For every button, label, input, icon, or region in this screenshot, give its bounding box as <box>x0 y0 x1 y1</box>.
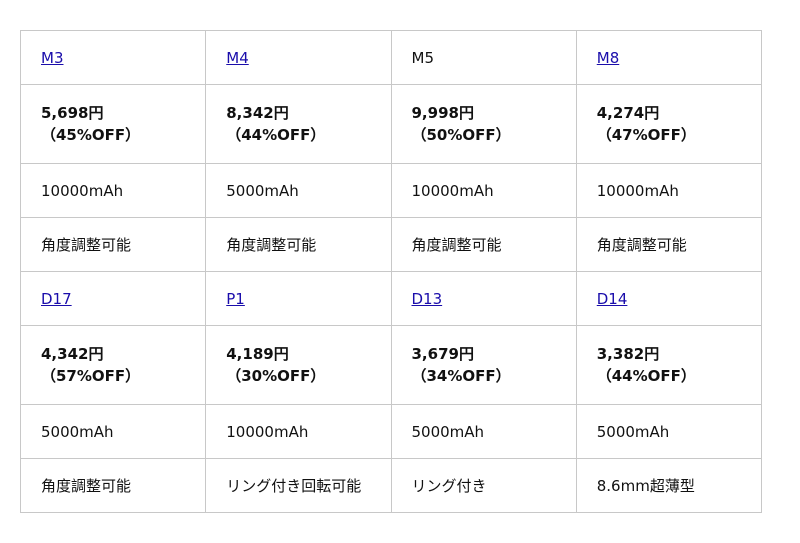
cell-price: 4,342円 （57%OFF） <box>19 325 207 405</box>
discount-value: （50%OFF） <box>411 126 511 144</box>
product-capacity: 10000mAh <box>41 181 124 200</box>
discount-value: （57%OFF） <box>41 367 141 385</box>
product-feature: 角度調整可能 <box>411 235 502 254</box>
cell-price: 4,274円 （47%OFF） <box>575 84 763 164</box>
price-value: 5,698円 <box>41 104 104 122</box>
cell-name: D14 <box>575 271 763 326</box>
row-name: M3 M4 M5 M8 <box>19 30 763 85</box>
discount-value: （45%OFF） <box>41 126 141 144</box>
price-value: 4,189円 <box>226 345 289 363</box>
cell-name: M5 <box>390 30 577 85</box>
row-price: 4,342円 （57%OFF） 4,189円 （30%OFF） 3,679円 （34%OF… <box>19 325 763 405</box>
product-capacity: 10000mAh <box>596 181 679 200</box>
product-feature: リング付き <box>411 476 487 495</box>
cell-capacity: 10000mAh <box>390 163 577 218</box>
discount-value: （47%OFF） <box>596 126 696 144</box>
product-feature: 角度調整可能 <box>596 235 687 254</box>
cell-capacity: 5000mAh <box>575 404 763 459</box>
cell-name: D17 <box>19 271 207 326</box>
cell-feature: リング付き <box>390 458 577 513</box>
cell-price: 9,998円 （50%OFF） <box>390 84 577 164</box>
row-capacity: 5000mAh 10000mAh 5000mAh 5000mAh <box>19 404 763 459</box>
cell-capacity: 5000mAh <box>205 163 392 218</box>
row-feature: 角度調整可能 角度調整可能 角度調整可能 角度調整可能 <box>19 217 763 272</box>
cell-feature: 8.6mm超薄型 <box>575 458 763 513</box>
cell-feature: 角度調整可能 <box>575 217 763 272</box>
row-price: 5,698円 （45%OFF） 8,342円 （44%OFF） 9,998円 （50%OF… <box>19 84 763 164</box>
cell-feature: 角度調整可能 <box>19 458 207 513</box>
price-value: 4,342円 <box>41 345 104 363</box>
product-feature: 角度調整可能 <box>226 235 317 254</box>
cell-capacity: 10000mAh <box>575 163 763 218</box>
cell-price: 3,679円 （34%OFF） <box>390 325 577 405</box>
cell-price: 4,189円 （30%OFF） <box>205 325 392 405</box>
product-capacity: 5000mAh <box>411 422 485 441</box>
product-capacity: 10000mAh <box>411 181 494 200</box>
cell-capacity: 5000mAh <box>390 404 577 459</box>
price-value: 3,679円 <box>411 345 474 363</box>
price-value: 4,274円 <box>596 104 660 122</box>
price-value: 3,382円 <box>596 345 660 363</box>
cell-name: M8 <box>575 30 763 85</box>
product-link[interactable]: M4 <box>226 48 249 67</box>
row-feature: 角度調整可能 リング付き回転可能 リング付き 8.6mm超薄型 <box>19 458 763 513</box>
cell-price: 3,382円 （44%OFF） <box>575 325 763 405</box>
discount-value: （30%OFF） <box>226 367 326 385</box>
product-capacity: 5000mAh <box>41 422 114 441</box>
product-comparison-table: M3 M4 M5 M8 5,698円 （45%OFF） 8,342円 （44%OFF） 9,99… <box>19 30 763 513</box>
product-capacity: 10000mAh <box>226 422 309 441</box>
discount-value: （44%OFF） <box>596 367 696 385</box>
product-feature: リング付き回転可能 <box>226 476 362 495</box>
cell-name: D13 <box>390 271 577 326</box>
product-link[interactable]: D14 <box>596 289 628 308</box>
cell-feature: 角度調整可能 <box>19 217 207 272</box>
product-link[interactable]: P1 <box>226 289 245 308</box>
cell-name: P1 <box>205 271 392 326</box>
cell-price: 8,342円 （44%OFF） <box>205 84 392 164</box>
cell-capacity: 10000mAh <box>205 404 392 459</box>
row-name: D17 P1 D13 D14 <box>19 271 763 326</box>
cell-price: 5,698円 （45%OFF） <box>19 84 207 164</box>
product-link[interactable]: M8 <box>596 48 620 67</box>
cell-feature: リング付き回転可能 <box>205 458 392 513</box>
discount-value: （34%OFF） <box>411 367 511 385</box>
product-capacity: 5000mAh <box>226 181 299 200</box>
cell-capacity: 5000mAh <box>19 404 207 459</box>
cell-capacity: 10000mAh <box>19 163 207 218</box>
cell-feature: 角度調整可能 <box>390 217 577 272</box>
cell-feature: 角度調整可能 <box>205 217 392 272</box>
product-feature: 角度調整可能 <box>41 476 132 495</box>
price-value: 8,342円 <box>226 104 289 122</box>
product-name: M5 <box>411 48 435 67</box>
discount-value: （44%OFF） <box>226 126 326 144</box>
row-capacity: 10000mAh 5000mAh 10000mAh 10000mAh <box>19 163 763 218</box>
cell-name: M3 <box>19 30 207 85</box>
product-capacity: 5000mAh <box>596 422 670 441</box>
product-feature: 角度調整可能 <box>41 235 132 254</box>
cell-name: M4 <box>205 30 392 85</box>
price-value: 9,998円 <box>411 104 474 122</box>
product-feature: 8.6mm超薄型 <box>596 476 695 495</box>
product-link[interactable]: M3 <box>41 48 64 67</box>
product-link[interactable]: D13 <box>411 289 443 308</box>
product-link[interactable]: D17 <box>41 289 72 308</box>
